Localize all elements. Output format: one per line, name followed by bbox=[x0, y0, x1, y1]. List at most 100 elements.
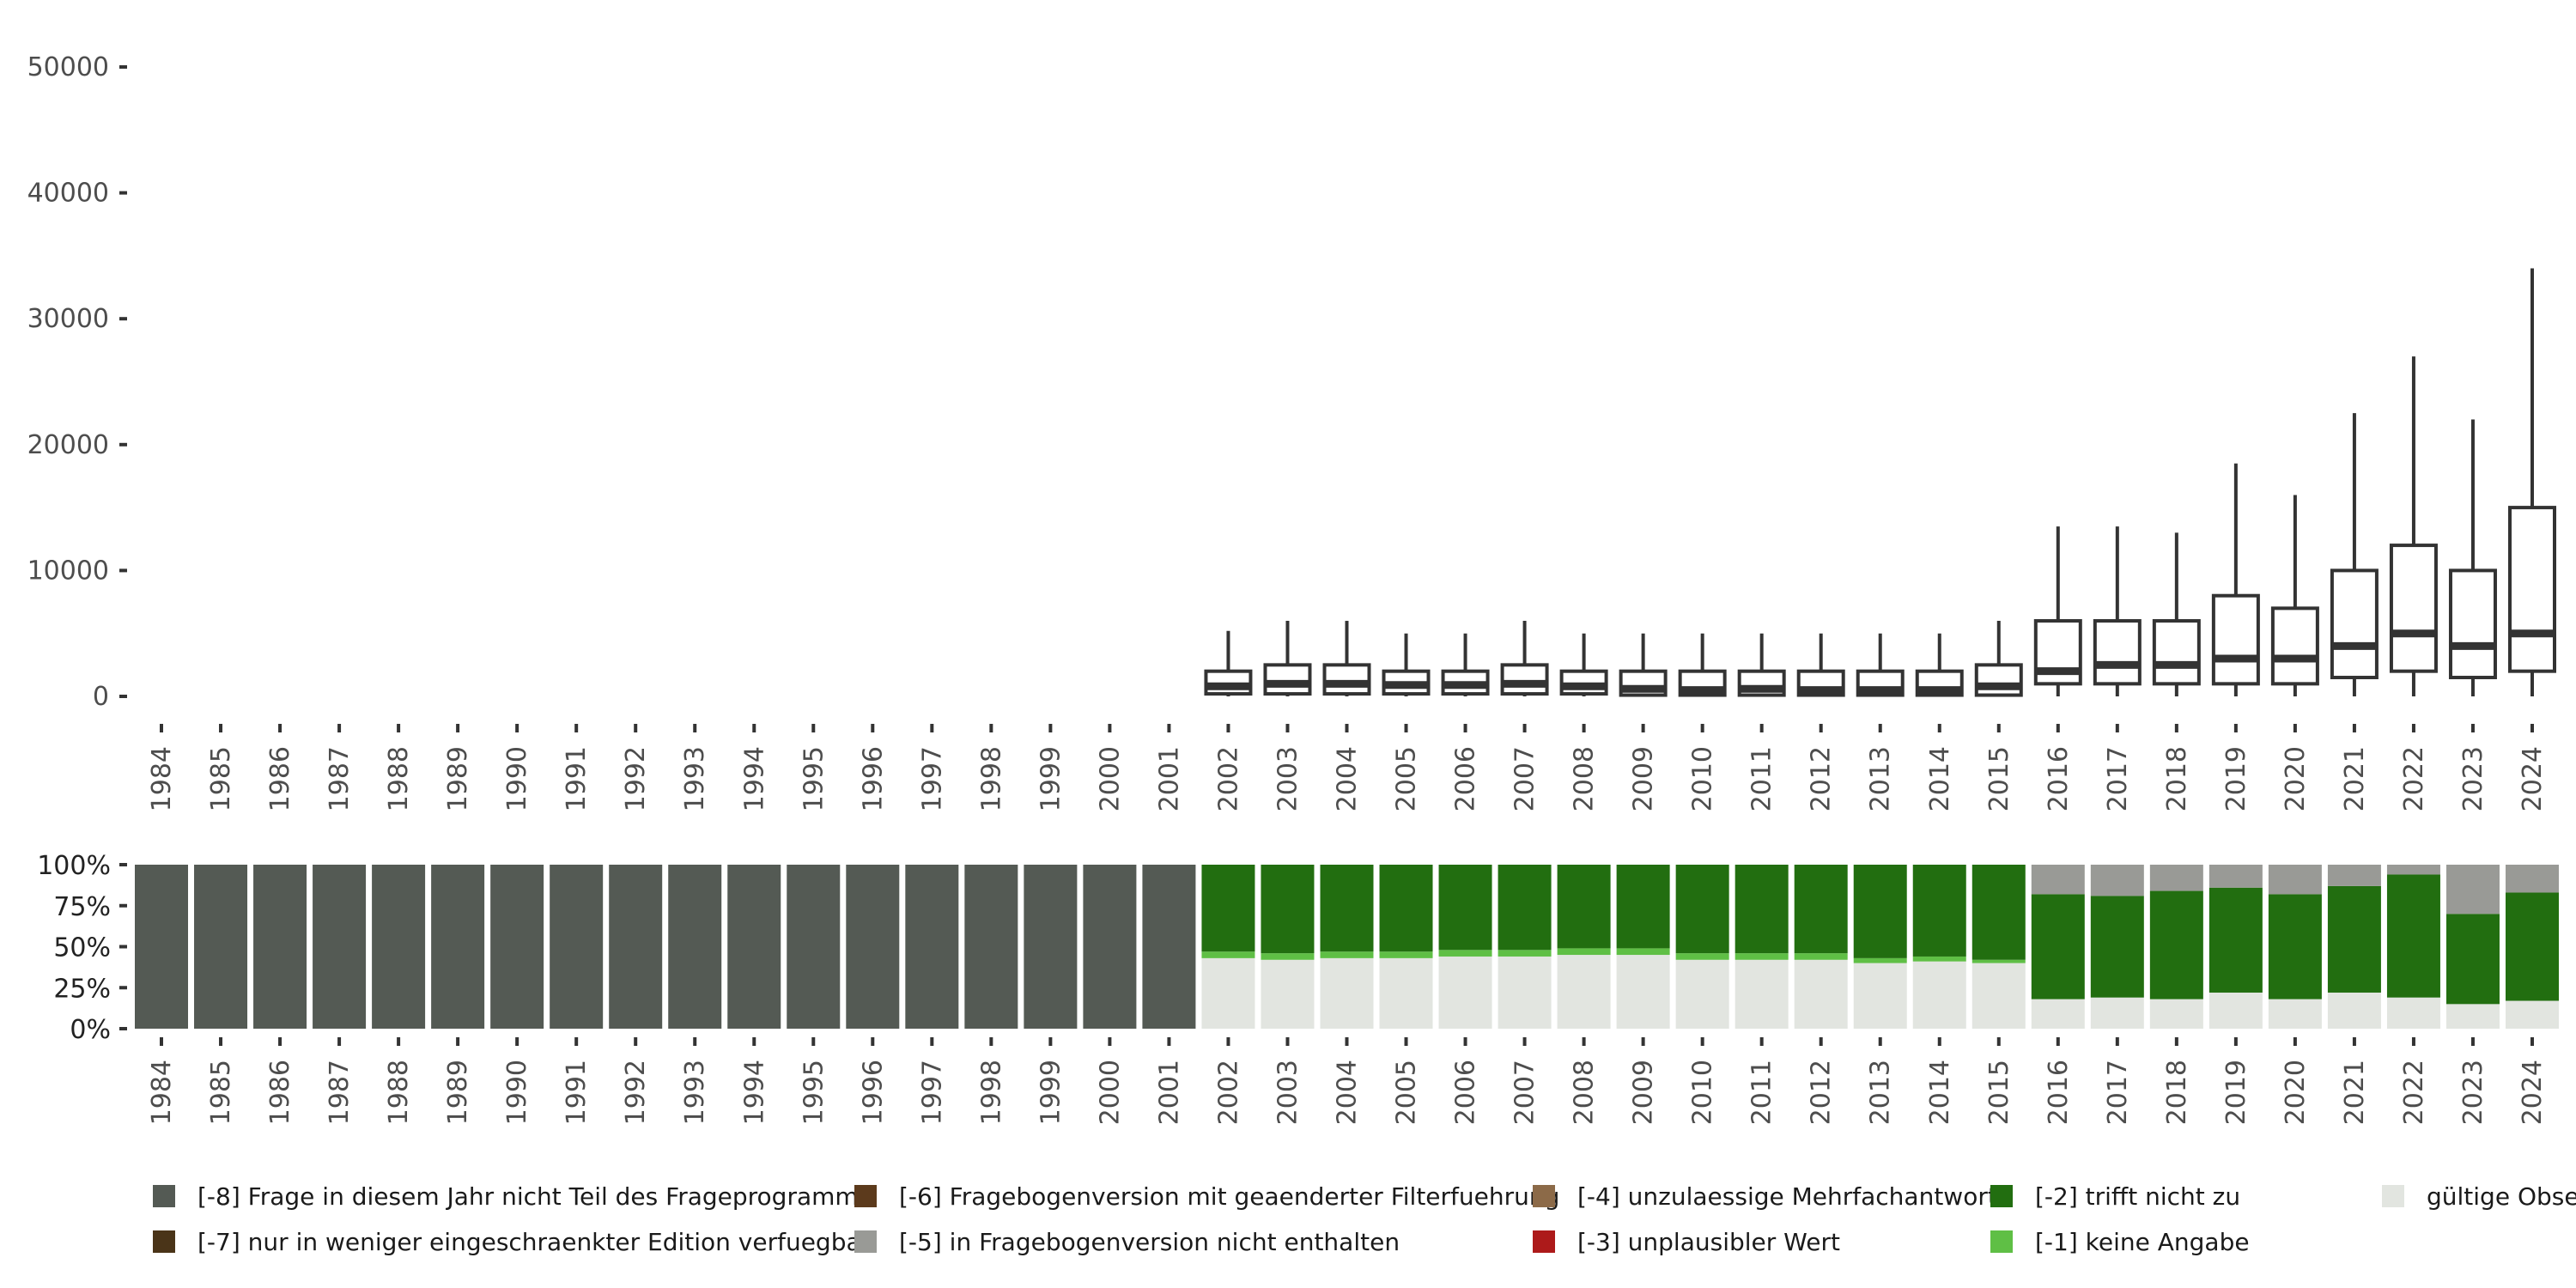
iqr-box bbox=[2270, 606, 2319, 686]
bar-segment-2018-s0 bbox=[2149, 999, 2203, 1029]
bar-segment-2021-s0 bbox=[2327, 992, 2381, 1029]
box-2004 bbox=[1322, 621, 1371, 696]
legend-swatch bbox=[854, 1230, 877, 1253]
bar-segment-2023-s2 bbox=[2445, 914, 2500, 1005]
bar-segment-2004-s1 bbox=[1320, 951, 1374, 958]
bar-segment-2008-s0 bbox=[1557, 955, 1611, 1029]
box-2024 bbox=[2508, 268, 2556, 696]
bar-segment-2004-s2 bbox=[1320, 865, 1374, 952]
legend-item: [-3] unplausibler Wert bbox=[1533, 1228, 1840, 1256]
bar-segment-2020-s5 bbox=[2268, 865, 2322, 895]
box-2008 bbox=[1559, 633, 1608, 696]
bar-segment-2022-s5 bbox=[2386, 865, 2440, 875]
x-tick-label: 1988 bbox=[384, 746, 414, 811]
bar-x-tick-label: 1998 bbox=[976, 1060, 1006, 1125]
bar-x-tick-label: 1999 bbox=[1036, 1060, 1066, 1125]
legend-item: [-7] nur in weniger eingeschraenkter Edi… bbox=[153, 1228, 872, 1256]
legend-swatch bbox=[2382, 1185, 2404, 1207]
x-tick-label: 2006 bbox=[1451, 746, 1481, 811]
bar-segment-2014-s0 bbox=[1912, 961, 1966, 1029]
stacked-bars bbox=[135, 865, 2559, 1029]
bar-segment-2013-s0 bbox=[1853, 963, 1907, 1029]
box-2003 bbox=[1263, 621, 1312, 696]
bar-segment-2016-s5 bbox=[2031, 865, 2085, 895]
bar-segment-2021-s5 bbox=[2327, 865, 2381, 886]
x-tick-label: 1990 bbox=[502, 746, 532, 811]
bar-x-tick-label: 2015 bbox=[1984, 1060, 2014, 1125]
iqr-box bbox=[2389, 544, 2438, 673]
bar-x-tick-label: 2022 bbox=[2399, 1060, 2429, 1125]
bar-x-tick-label: 1991 bbox=[562, 1060, 592, 1125]
bar-x-tick-label: 1992 bbox=[621, 1060, 651, 1125]
pct-tick-label: 100% bbox=[37, 851, 111, 881]
bar-segment-1987-s8 bbox=[313, 865, 367, 1029]
bar-x-tick-label: 2010 bbox=[1688, 1060, 1718, 1125]
boxplot-x-axis: 1984 1985 1986 1987 1988 1989 1990 1991 1992 1993… bbox=[147, 724, 2548, 811]
iqr-box bbox=[1500, 663, 1549, 696]
x-tick-label: 1986 bbox=[265, 746, 295, 811]
bar-segment-2002-s1 bbox=[1201, 951, 1255, 958]
box-2023 bbox=[2448, 419, 2497, 696]
legend-item: [-1] keine Angabe bbox=[1990, 1228, 2250, 1256]
box-2016 bbox=[2033, 526, 2082, 696]
bar-x-tick-label: 2023 bbox=[2458, 1060, 2488, 1125]
pct-tick-label: 25% bbox=[53, 974, 111, 1004]
x-tick-label: 1994 bbox=[739, 746, 769, 811]
bar-segment-2013-s2 bbox=[1853, 865, 1907, 958]
bar-segment-2002-s0 bbox=[1201, 957, 1255, 1029]
bar-segment-2009-s2 bbox=[1616, 865, 1670, 949]
pct-tick-label: 0% bbox=[70, 1015, 111, 1045]
iqr-box bbox=[1974, 663, 2023, 697]
box-2006 bbox=[1441, 633, 1490, 696]
box-2022 bbox=[2389, 356, 2438, 696]
bar-segment-1997-s8 bbox=[905, 865, 959, 1029]
x-tick-label: 1989 bbox=[443, 746, 473, 811]
legend-item: [-8] Frage in diesem Jahr nicht Teil des… bbox=[153, 1182, 871, 1211]
x-tick-label: 2022 bbox=[2399, 746, 2429, 811]
boxplot-y-axis: 0 10000 20000 30000 40000 50000 bbox=[27, 52, 127, 712]
y-tick-label: 0 bbox=[93, 682, 109, 712]
bar-x-tick-label: 2001 bbox=[1154, 1060, 1184, 1125]
bar-x-tick-label: 1986 bbox=[265, 1060, 295, 1125]
x-tick-label: 2010 bbox=[1688, 746, 1718, 811]
x-tick-label: 1998 bbox=[976, 746, 1006, 811]
pct-tick-label: 75% bbox=[53, 892, 111, 922]
bar-segment-2009-s0 bbox=[1616, 955, 1670, 1029]
bar-segment-2011-s0 bbox=[1735, 959, 1789, 1029]
bar-segment-2012-s2 bbox=[1794, 865, 1848, 954]
y-tick-label: 20000 bbox=[27, 430, 109, 460]
bar-segment-2005-s2 bbox=[1379, 865, 1433, 952]
x-tick-label: 1999 bbox=[1036, 746, 1066, 811]
stacked-bar-y-axis: 0% 25% 50% 75% 100% bbox=[37, 851, 127, 1045]
bar-x-tick-label: 2006 bbox=[1451, 1060, 1481, 1125]
x-tick-label: 2021 bbox=[2340, 746, 2370, 811]
x-tick-label: 2007 bbox=[1510, 746, 1540, 811]
bar-segment-2007-s0 bbox=[1498, 956, 1552, 1029]
bar-x-tick-label: 2014 bbox=[1925, 1060, 1955, 1125]
bar-x-tick-label: 2013 bbox=[1866, 1060, 1896, 1125]
y-tick-label: 30000 bbox=[27, 304, 109, 334]
bar-segment-2011-s1 bbox=[1735, 953, 1789, 960]
bar-x-tick-label: 2012 bbox=[1807, 1060, 1837, 1125]
bar-x-tick-label: 1993 bbox=[680, 1060, 710, 1125]
x-tick-label: 2015 bbox=[1984, 746, 2014, 811]
bar-segment-2019-s2 bbox=[2208, 887, 2263, 993]
bar-segment-2024-s0 bbox=[2506, 1000, 2559, 1029]
x-tick-label: 1993 bbox=[680, 746, 710, 811]
bar-segment-2023-s5 bbox=[2445, 865, 2500, 914]
bar-x-tick-label: 2008 bbox=[1570, 1060, 1600, 1125]
bar-x-tick-label: 1984 bbox=[147, 1060, 177, 1125]
bar-segment-2017-s2 bbox=[2090, 896, 2144, 998]
legend-label: [-4] unzulaessige Mehrfachantwort bbox=[1577, 1182, 1997, 1211]
legend-swatch bbox=[1533, 1230, 1555, 1253]
bar-segment-1988-s8 bbox=[372, 865, 426, 1029]
bar-segment-2005-s0 bbox=[1379, 957, 1433, 1029]
x-tick-label: 2020 bbox=[2281, 746, 2311, 811]
legend-swatch bbox=[1990, 1230, 2013, 1253]
bar-x-tick-label: 2002 bbox=[1213, 1060, 1243, 1125]
legend: [-8] Frage in diesem Jahr nicht Teil des… bbox=[153, 1182, 2576, 1256]
bar-segment-2014-s2 bbox=[1912, 865, 1966, 957]
x-tick-label: 1996 bbox=[858, 746, 888, 811]
bar-segment-2007-s1 bbox=[1498, 950, 1552, 957]
